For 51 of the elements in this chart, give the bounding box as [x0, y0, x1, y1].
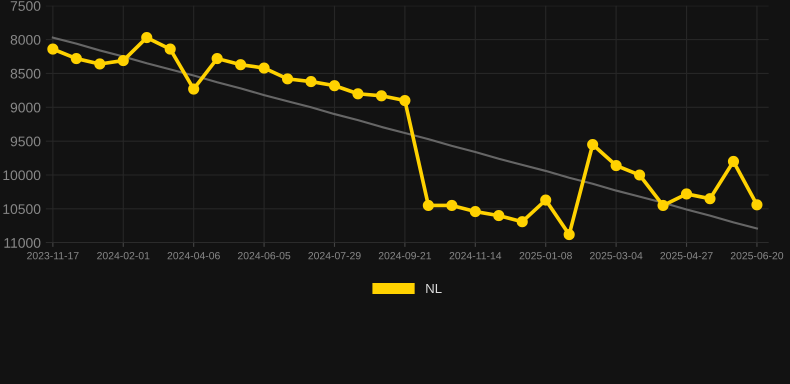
point — [470, 206, 481, 218]
point — [164, 44, 176, 55]
x-tick-label: 2025-06-20 — [730, 252, 784, 260]
y-tick-label: 8500 — [10, 68, 40, 79]
point — [422, 200, 434, 212]
point — [704, 193, 716, 204]
y-tick-label: 7500 — [10, 1, 40, 11]
x-tick-label: 2023-11-17 — [27, 252, 79, 260]
point — [658, 200, 669, 212]
y-tick-label: 9500 — [10, 136, 40, 146]
x-tick-label: 2024-02-01 — [97, 252, 150, 260]
x-tick-label: 2025-01-08 — [520, 252, 572, 260]
point — [305, 76, 317, 88]
legend-label: NL — [426, 284, 442, 294]
point — [118, 55, 129, 66]
y-tick-label: 11000 — [4, 238, 40, 248]
point — [728, 156, 740, 168]
point — [564, 229, 575, 240]
point — [282, 73, 294, 84]
point — [352, 88, 364, 100]
x-tick-label: 2024-04-06 — [168, 252, 220, 260]
y-tick-label: 10500 — [3, 204, 40, 214]
point — [212, 53, 223, 64]
x-tick-label: 2024-06-05 — [238, 252, 290, 260]
point — [540, 194, 552, 206]
point — [235, 59, 246, 70]
x-tick-label: 2025-04-27 — [660, 252, 713, 260]
point — [680, 188, 692, 200]
point — [141, 32, 152, 44]
point — [493, 210, 504, 222]
point — [516, 216, 528, 228]
point — [751, 199, 762, 210]
point — [587, 138, 598, 150]
point — [94, 58, 106, 70]
point — [70, 53, 82, 64]
point — [399, 94, 410, 106]
point — [610, 160, 622, 172]
x-tick-label: 2024-07-29 — [308, 252, 361, 260]
y-tick-label: 10000 — [3, 170, 40, 180]
point — [47, 44, 58, 55]
x-tick-label: 2025-03-04 — [590, 252, 642, 260]
x-tick-label: 2024-09-21 — [378, 252, 432, 260]
x-tick-label: 2024-11-14 — [450, 252, 502, 260]
point — [258, 62, 270, 74]
point — [446, 200, 458, 212]
point — [188, 83, 200, 95]
y-tick-label: 9000 — [10, 102, 40, 112]
y-tick-label: 8000 — [10, 34, 40, 45]
point — [634, 169, 646, 181]
point — [328, 80, 340, 92]
point — [376, 90, 387, 102]
